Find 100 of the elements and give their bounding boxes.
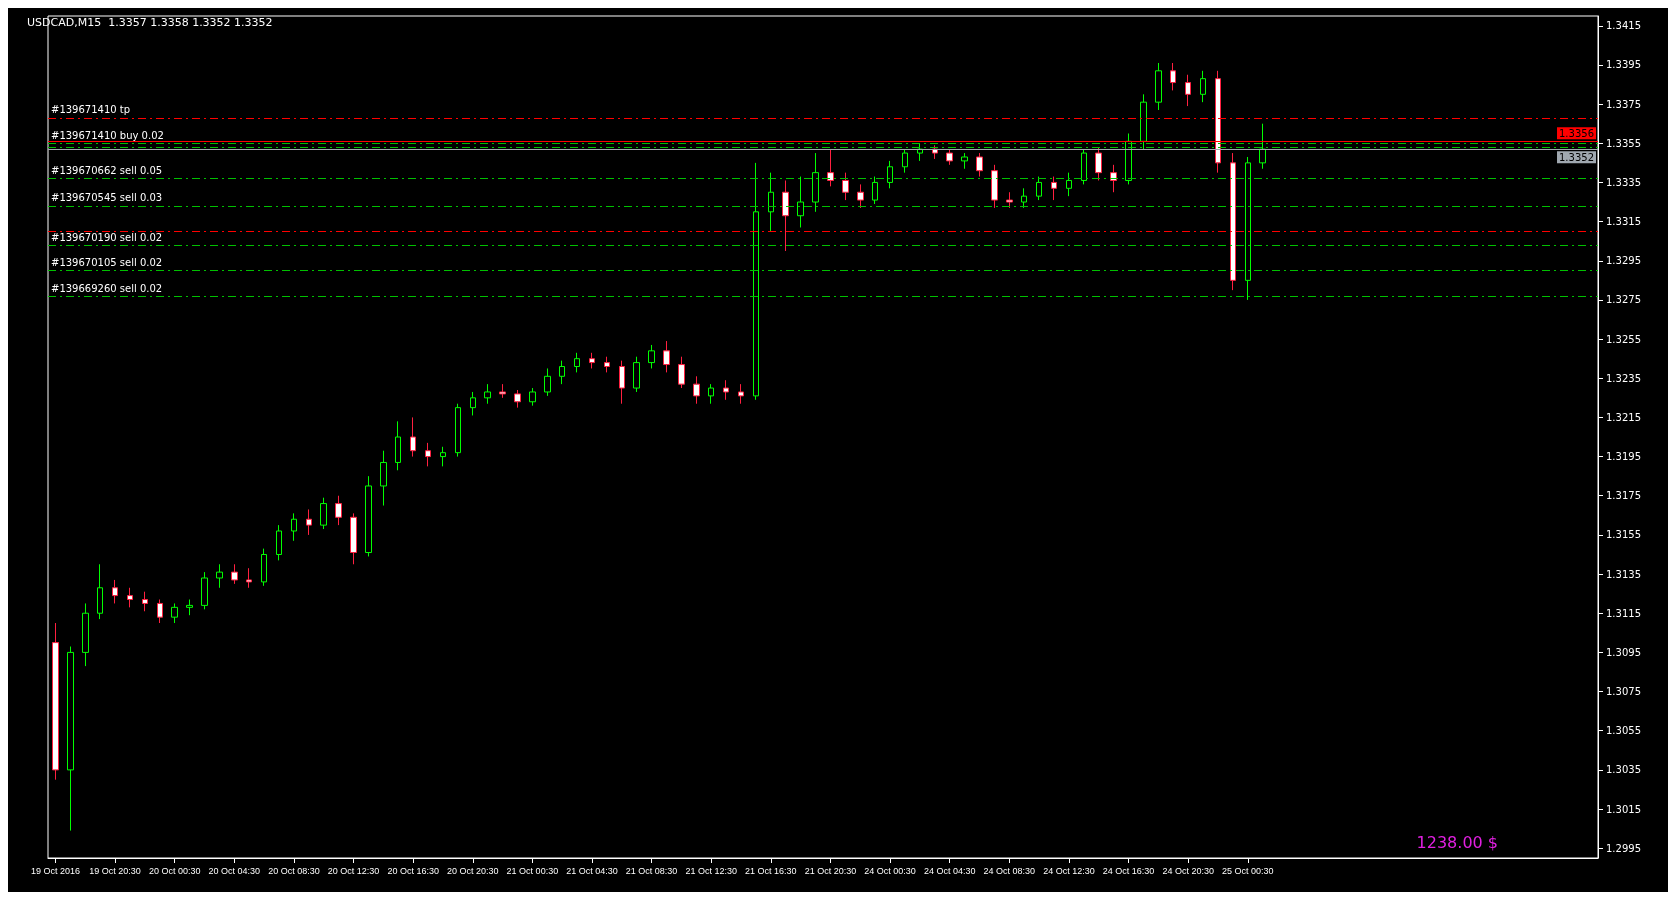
candlestick (1140, 93, 1147, 150)
candlestick (291, 512, 297, 542)
ref-line-label: #139671410 buy 0.02 (51, 129, 164, 141)
candlestick (470, 391, 476, 416)
candlestick (306, 508, 312, 536)
candlestick (1006, 191, 1013, 209)
candlestick (97, 563, 103, 620)
candlestick (991, 164, 998, 209)
ref-line-label: #139670662 sell 0.05 (51, 165, 163, 177)
candlestick (589, 352, 595, 369)
candlestick (738, 383, 744, 405)
x-tick-label: 21 Oct 00:30 (506, 865, 559, 876)
x-tick-label: 19 Oct 2016 (30, 865, 80, 876)
y-tick-label: 1.3115 (1606, 607, 1641, 619)
candlestick (604, 356, 610, 373)
candlestick (276, 524, 282, 561)
candlestick (1155, 62, 1162, 111)
candlestick (782, 179, 789, 252)
x-tick-label: 20 Oct 04:30 (208, 865, 261, 876)
y-tick-label: 1.3275 (1606, 294, 1641, 306)
candlestick (708, 383, 714, 405)
candlestick (484, 383, 491, 405)
x-tick-label: 24 Oct 16:30 (1102, 865, 1155, 876)
candlestick (410, 416, 416, 458)
ref-line-label: #139669260 sell 0.02 (51, 282, 163, 294)
candlestick (1185, 74, 1191, 107)
candlestick (946, 148, 953, 166)
annotation: 1238.00 $ (1416, 832, 1499, 852)
x-tick-label: 21 Oct 12:30 (685, 865, 737, 876)
x-tick-label: 20 Oct 00:30 (148, 865, 201, 876)
candlestick (797, 176, 804, 228)
y-tick-label: 1.3355 (1606, 137, 1641, 149)
x-tick-label: 19 Oct 20:30 (89, 865, 141, 876)
candlestick (350, 512, 357, 565)
candlestick (261, 548, 267, 587)
candlestick (1051, 176, 1057, 201)
candlestick (678, 356, 685, 389)
y-tick-label: 1.3315 (1606, 216, 1641, 228)
y-tick-label: 1.3135 (1606, 568, 1641, 580)
y-tick-label: 1.3195 (1606, 451, 1641, 463)
y-tick-label: 1.3075 (1606, 686, 1641, 698)
candlestick (768, 172, 774, 232)
y-tick-label: 1.3175 (1606, 490, 1641, 502)
candlestick (976, 152, 983, 178)
x-tick-label: 20 Oct 16:30 (387, 865, 439, 876)
candlestick (1066, 172, 1072, 197)
candlestick (574, 352, 580, 373)
candlestick (201, 571, 208, 610)
candlestick (663, 340, 670, 373)
y-tick-label: 1.3155 (1606, 529, 1641, 541)
x-tick-label: 21 Oct 04:30 (566, 865, 618, 876)
candlestick (335, 495, 342, 526)
candlestick (812, 152, 819, 213)
candlestick (902, 148, 908, 174)
y-tick-label: 1.3235 (1606, 372, 1641, 384)
candlestick (320, 497, 327, 530)
candlestick (112, 579, 118, 604)
x-tick-label: 20 Oct 20:30 (446, 865, 499, 876)
y-tick-label: 1.3335 (1606, 176, 1641, 188)
candlestick (559, 360, 565, 385)
y-tick-label: 1.3015 (1606, 803, 1641, 815)
candlestick (216, 563, 223, 589)
candlestick (395, 420, 401, 471)
x-tick-label: 25 Oct 00:30 (1221, 865, 1274, 876)
candlestick (514, 389, 521, 409)
candlestick (365, 475, 372, 557)
candlestick (380, 450, 387, 507)
candlestick (619, 360, 625, 405)
x-tick-label: 21 Oct 08:30 (625, 865, 678, 876)
candlestick (1125, 132, 1132, 185)
x-tick-label: 21 Oct 16:30 (745, 865, 797, 876)
y-tick-label: 1.3395 (1606, 59, 1641, 71)
candlestick (827, 148, 834, 187)
x-tick-label: 24 Oct 00:30 (864, 865, 916, 876)
candlestick (961, 152, 968, 170)
candlestick (1036, 176, 1042, 201)
y-tick-label: 1.3375 (1606, 98, 1641, 110)
y-tick-label: 1.3055 (1606, 725, 1641, 737)
ref-line-label: #139670190 sell 0.02 (51, 231, 163, 243)
candlestick (753, 162, 759, 401)
candlestick (171, 602, 178, 624)
candlestick (842, 172, 849, 201)
candlestick (857, 183, 864, 209)
y-tick-label: 1.3415 (1606, 20, 1641, 32)
candlestick (1095, 146, 1102, 181)
candlestick (723, 379, 729, 401)
candlestick (499, 383, 506, 399)
x-tick-label: 24 Oct 04:30 (923, 865, 976, 876)
y-tick-label: 1.3255 (1606, 333, 1641, 345)
candlestick (1259, 123, 1266, 170)
x-tick-label: 24 Oct 12:30 (1043, 865, 1095, 876)
candlestick (648, 344, 655, 369)
candlestick (887, 160, 893, 189)
candlestick (157, 599, 163, 624)
x-tick-label: 20 Oct 08:30 (268, 865, 320, 876)
candlestick (246, 567, 252, 589)
candlestick (872, 176, 878, 205)
candlestick (455, 403, 461, 458)
candlestick (82, 602, 89, 667)
candlestick (1230, 152, 1236, 291)
